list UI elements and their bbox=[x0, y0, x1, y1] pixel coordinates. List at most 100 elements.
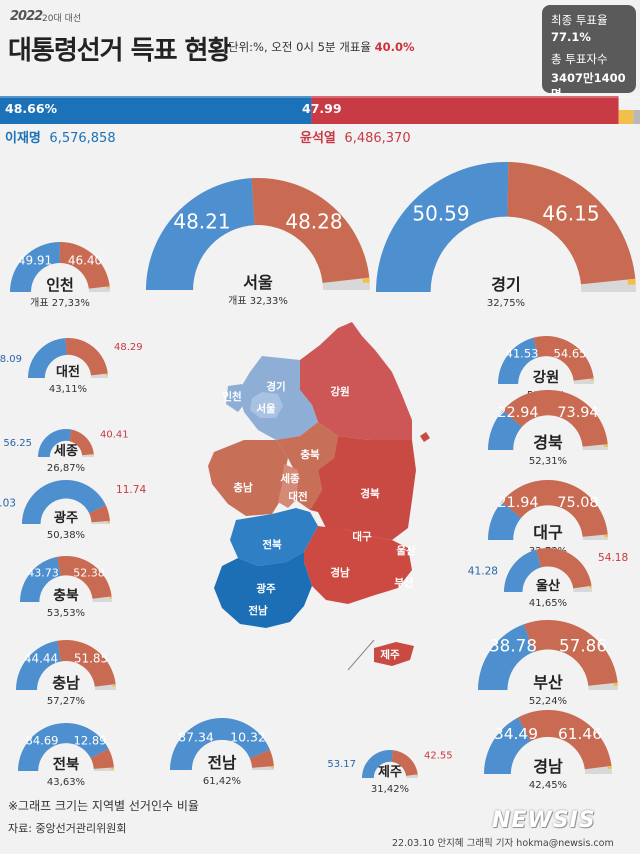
bar-shine bbox=[0, 96, 640, 98]
gauge-other-arc bbox=[607, 765, 612, 769]
gauge-yoon-value: 48.28 bbox=[285, 209, 342, 233]
gauge-lee-value: 41.28 bbox=[468, 565, 498, 577]
gauge-yoon-arc bbox=[57, 640, 116, 687]
gauge-yoon-arc bbox=[518, 710, 612, 770]
gauge-lee-arc bbox=[362, 750, 393, 778]
gauge-other-arc bbox=[588, 585, 592, 588]
yoon-name-votes: 윤석열 6,486,370 bbox=[300, 127, 411, 146]
gauge-yoon-value: 51.85 bbox=[74, 652, 108, 666]
gauge-lee-value: 53.17 bbox=[327, 759, 356, 770]
gauge-광주: 86.03 11.74 광주 50,38% bbox=[0, 480, 146, 541]
gauge-yoon-value: 40.41 bbox=[100, 429, 129, 440]
gauge-count-rate: 43,63% bbox=[47, 777, 85, 788]
gauge-lee-arc bbox=[146, 178, 255, 290]
gauge-other-arc bbox=[604, 534, 608, 538]
gauge-yoon-arc bbox=[65, 338, 108, 376]
count-rate: 40.0% bbox=[374, 40, 415, 54]
map-label-강원: 강원 bbox=[330, 385, 349, 398]
gauge-other-arc bbox=[107, 520, 110, 523]
gauge-yoon-arc bbox=[59, 242, 110, 289]
gauge-lee-arc bbox=[478, 624, 534, 690]
map-region-chungnam bbox=[208, 440, 288, 516]
gauge-경남: 34.49 61.46 경남 42,45% bbox=[484, 710, 612, 791]
gauge-lee-value: 38.78 bbox=[489, 636, 537, 656]
turnout-value: 77.1% bbox=[551, 30, 591, 44]
gauge-lee-value: 43.73 bbox=[27, 567, 59, 580]
gauge-부산: 38.78 57.86 부산 52,24% bbox=[478, 620, 618, 707]
gauge-yoon-arc bbox=[523, 620, 618, 686]
gauge-count-rate: 43,11% bbox=[49, 384, 87, 395]
gauge-yoon-value: 42.55 bbox=[424, 750, 453, 761]
gauge-count-rate: 개표 27,33% bbox=[30, 297, 90, 309]
map-label-전남: 전남 bbox=[248, 604, 268, 617]
footnote: ※그래프 크기는 지역별 선거인수 비율 bbox=[8, 799, 199, 813]
gauge-count-rate: 57,27% bbox=[47, 696, 85, 707]
gauge-count-rate: 26,87% bbox=[47, 463, 85, 474]
lee-votes: 6,576,858 bbox=[49, 131, 116, 146]
gauge-other-arc bbox=[590, 378, 594, 381]
map-jeju-guide-line bbox=[347, 639, 375, 671]
gauge-region-name: 제주 bbox=[378, 765, 402, 780]
gauge-other-arc bbox=[108, 596, 112, 599]
gauge-lee-arc bbox=[504, 549, 542, 592]
gauge-lee-arc bbox=[22, 480, 106, 524]
gauge-other-arc bbox=[604, 444, 608, 447]
gauge-count-rate: 31,42% bbox=[371, 784, 409, 795]
gauge-lee-arc bbox=[488, 410, 522, 450]
gauge-yoon-arc bbox=[251, 178, 370, 283]
gauge-yoon-arc bbox=[56, 556, 112, 599]
gauge-region-name: 부산 bbox=[533, 673, 563, 692]
gauge-lee-arc bbox=[20, 556, 61, 602]
gauge-region-name: 충북 bbox=[53, 588, 79, 604]
brand-logo: NEWSIS bbox=[492, 808, 596, 833]
gauge-region-name: 세종 bbox=[54, 444, 78, 459]
gauge-region-name: 전남 bbox=[208, 754, 237, 772]
gauge-count-rate: 32,75% bbox=[487, 298, 525, 309]
gauge-count-rate: 52,24% bbox=[529, 696, 567, 707]
gauge-other-arc bbox=[627, 278, 636, 285]
gauge-lee-arc bbox=[16, 640, 61, 690]
gauge-lee-arc bbox=[376, 162, 509, 292]
gauge-yoon-arc bbox=[90, 748, 114, 769]
gauge-yoon-arc bbox=[249, 749, 274, 768]
logo-year: 2022 bbox=[10, 9, 43, 24]
map-label-충남: 충남 bbox=[233, 481, 253, 494]
bar-lee bbox=[0, 96, 312, 124]
gauge-울산: 41.28 54.18 울산 41,65% bbox=[468, 548, 628, 609]
gauge-lee-value: 48.21 bbox=[173, 209, 230, 233]
gauge-lee-value: 21.94 bbox=[497, 495, 538, 511]
yoon-votes: 6,486,370 bbox=[344, 131, 411, 146]
gauge-region-name: 대구 bbox=[533, 523, 563, 542]
map-region-incheon bbox=[226, 384, 246, 412]
gauge-yoon-value: 10.32 bbox=[230, 729, 266, 744]
gauge-lee-value: 48.09 bbox=[0, 354, 22, 365]
map-label-부산: 부산 bbox=[394, 576, 414, 589]
gauge-region-name: 광주 bbox=[54, 510, 78, 526]
gauge-other-arc bbox=[270, 766, 274, 769]
gauge-count-rate: 61,42% bbox=[203, 776, 241, 787]
page-title: 대통령선거 득표 현황 bbox=[8, 36, 231, 66]
gauge-count-rate: 53,53% bbox=[47, 608, 85, 619]
gauge-경기: 50.59 46.15 경기 32,75% bbox=[376, 162, 636, 309]
gauge-lee-value: 49.91 bbox=[18, 254, 52, 268]
gauge-count-rate: 52,31% bbox=[529, 456, 567, 467]
gauge-lee-value: 44.44 bbox=[24, 652, 58, 666]
voters-value: 3407만1400명 bbox=[551, 71, 626, 101]
gauge-yoon-value: 54.18 bbox=[598, 552, 628, 564]
korea-map bbox=[208, 322, 430, 671]
voters-label: 총 투표자수 bbox=[551, 52, 608, 66]
gauge-count-rate: 50,38% bbox=[47, 530, 85, 541]
logo-tag: 20대 대선 bbox=[42, 14, 82, 24]
lee-pct: 48.66% bbox=[5, 101, 58, 116]
gauge-other-arc bbox=[362, 277, 370, 283]
gauge-yoon-arc bbox=[391, 750, 418, 776]
gauge-yoon-value: 75.08 bbox=[557, 495, 598, 511]
map-label-서울: 서울 bbox=[256, 402, 276, 415]
gauge-region-name: 서울 bbox=[243, 273, 273, 292]
gauge-yoon-value: 12.89 bbox=[74, 734, 107, 748]
gauge-region-name: 울산 bbox=[536, 577, 560, 594]
